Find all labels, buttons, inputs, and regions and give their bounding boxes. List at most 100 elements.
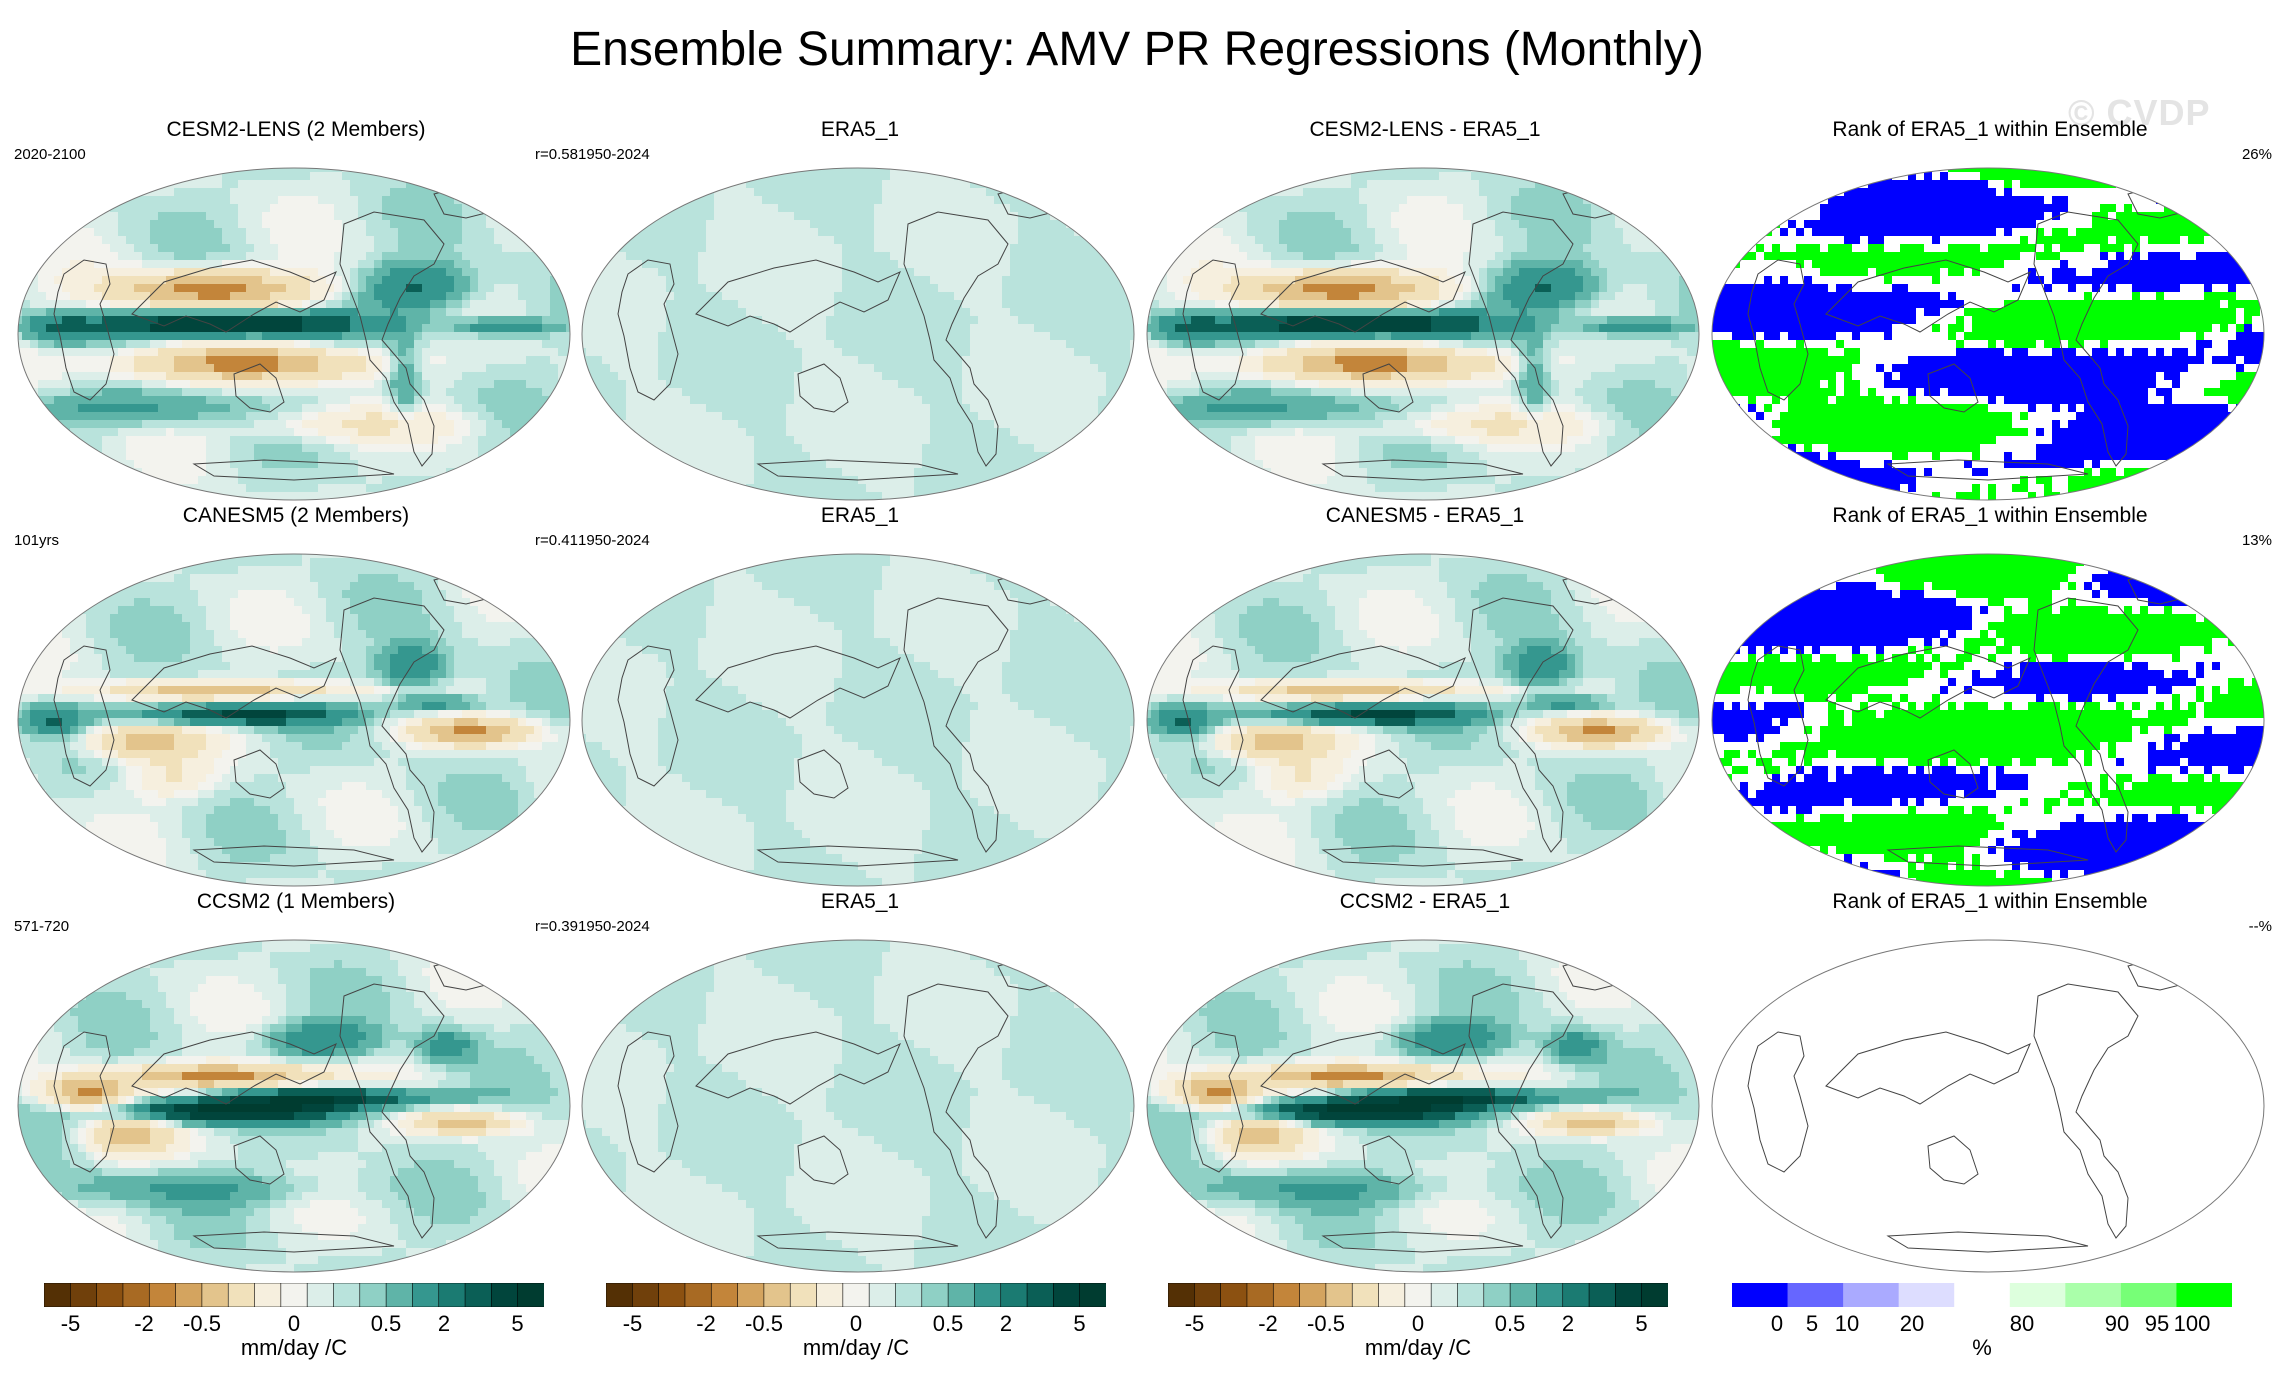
map-panel: CESM2-LENS (2 Members) 2020-2100 r=0.58	[14, 118, 578, 504]
colorbar-swatch	[70, 1283, 98, 1307]
map-cells	[582, 940, 1134, 1272]
colorbar-swatch	[175, 1283, 203, 1307]
colorbar-tick-label: 0	[1771, 1311, 1783, 1337]
panel-period-label: 571-720	[14, 918, 69, 935]
colorbar-swatch	[1194, 1283, 1222, 1307]
colorbar-swatch	[1220, 1283, 1248, 1307]
colorbar-tick-label: -2	[696, 1311, 716, 1337]
colorbar-swatch	[1430, 1283, 1459, 1307]
map-cells	[1712, 554, 2264, 886]
colorbar-swatch	[254, 1283, 282, 1307]
colorbar-swatch	[517, 1283, 544, 1307]
colorbar-tick-label: 5	[1806, 1311, 1818, 1337]
map-border	[1146, 553, 1700, 887]
panel-title: ERA5_1	[578, 504, 1142, 528]
cvdp-watermark: © CVDP	[2068, 92, 2211, 134]
colorbar-swatch	[1299, 1283, 1327, 1307]
colorbar-swatch	[684, 1283, 713, 1307]
panel-title: CANESM5 - ERA5_1	[1143, 504, 1707, 528]
panel-stat-label: r=0.41	[535, 532, 578, 549]
map-panel: ERA5_1 1950-2024	[578, 504, 1142, 890]
map-border	[17, 167, 571, 501]
map-field	[1711, 553, 2265, 887]
map-panel: CANESM5 - ERA5_1	[1143, 504, 1707, 890]
map-border	[581, 553, 1135, 887]
colorbar-tick-label: 95	[2145, 1311, 2169, 1337]
colorbar-swatch	[1536, 1283, 1564, 1307]
colorbar-swatch	[201, 1283, 230, 1307]
colorbar-swatch	[412, 1283, 440, 1307]
panel-stat-label: 13%	[2242, 532, 2272, 549]
colorbar-tick-label: 0	[288, 1311, 300, 1337]
panel-period-label: 2020-2100	[14, 146, 86, 163]
colorbar-swatch	[1457, 1283, 1485, 1307]
map-border	[1146, 167, 1700, 501]
colorbar-swatch	[1787, 1283, 1844, 1307]
colorbar-swatch	[333, 1283, 361, 1307]
colorbar-swatch	[842, 1283, 870, 1307]
map-cells	[1147, 940, 1699, 1272]
colorbar-swatch	[1954, 1283, 2011, 1307]
map-field	[17, 553, 571, 887]
colorbar-swatch	[1641, 1283, 1668, 1307]
map-field	[17, 167, 571, 501]
colorbar-swatch	[359, 1283, 387, 1307]
map-field	[581, 939, 1135, 1273]
colorbar-swatch	[1325, 1283, 1354, 1307]
map-cells	[1147, 168, 1699, 500]
panel-title: ERA5_1	[578, 118, 1142, 142]
colorbar-swatch	[1898, 1283, 1955, 1307]
colorbar-swatch	[1732, 1283, 1789, 1307]
colorbar-tick-label: 0.5	[933, 1311, 964, 1337]
map-field	[1146, 167, 1700, 501]
panel-stat-label: r=0.39	[535, 918, 578, 935]
colorbar-swatch	[1026, 1283, 1055, 1307]
colorbar-swatch	[1053, 1283, 1081, 1307]
map-cells	[582, 554, 1134, 886]
colorbar-swatch	[1615, 1283, 1643, 1307]
map-panel: Rank of ERA5_1 within Ensemble 13%	[1708, 504, 2272, 890]
map-field	[1711, 167, 2265, 501]
colorbar-tick-label: 5	[1073, 1311, 1085, 1337]
map-cells	[18, 554, 570, 886]
map-cells	[1147, 554, 1699, 886]
colorbar-tick-label: 20	[1900, 1311, 1924, 1337]
panel-title: Rank of ERA5_1 within Ensemble	[1708, 118, 2272, 142]
colorbar-swatch	[921, 1283, 949, 1307]
colorbar-swatch	[947, 1283, 976, 1307]
panel-period-label: 1950-2024	[578, 918, 650, 935]
map-panel: CESM2-LENS - ERA5_1	[1143, 118, 1707, 504]
map-panel: Rank of ERA5_1 within Ensemble 26%	[1708, 118, 2272, 504]
rank-colorbar	[1732, 1283, 2232, 1307]
map-field	[581, 167, 1135, 501]
colorbar-tick-label: 0.5	[1495, 1311, 1526, 1337]
colorbar-swatch	[1483, 1283, 1511, 1307]
figure-title: Ensemble Summary: AMV PR Regressions (Mo…	[0, 22, 2274, 77]
colorbar-swatch	[438, 1283, 466, 1307]
map-panel: CCSM2 - ERA5_1	[1143, 890, 1707, 1276]
map-border	[1711, 553, 2265, 887]
panel-stat-label: --%	[2249, 918, 2272, 935]
colorbar-tick-label: 10	[1835, 1311, 1859, 1337]
map-border	[1146, 939, 1700, 1273]
coastlines	[53, 571, 495, 867]
colorbar-tick-label: 80	[2010, 1311, 2034, 1337]
colorbar-swatch	[789, 1283, 818, 1307]
panel-stat-label: r=0.58	[535, 146, 578, 163]
colorbar-swatch	[1168, 1283, 1196, 1307]
map-border	[581, 939, 1135, 1273]
diverging-colorbar	[44, 1283, 544, 1307]
map-panel: ERA5_1 1950-2024	[578, 118, 1142, 504]
colorbar-swatch	[1588, 1283, 1617, 1307]
colorbar-swatch	[1378, 1283, 1406, 1307]
map-cells	[18, 940, 570, 1272]
panel-period-label: 101yrs	[14, 532, 59, 549]
colorbar-tick-label: -5	[623, 1311, 643, 1337]
map-border	[581, 167, 1135, 501]
colorbar-tick-label: 0.5	[371, 1311, 402, 1337]
panel-title: CANESM5 (2 Members)	[14, 504, 578, 528]
colorbar-tick-label: 90	[2105, 1311, 2129, 1337]
colorbar-swatch	[385, 1283, 414, 1307]
map-panel: Rank of ERA5_1 within Ensemble --%	[1708, 890, 2272, 1276]
colorbar-swatch	[632, 1283, 660, 1307]
